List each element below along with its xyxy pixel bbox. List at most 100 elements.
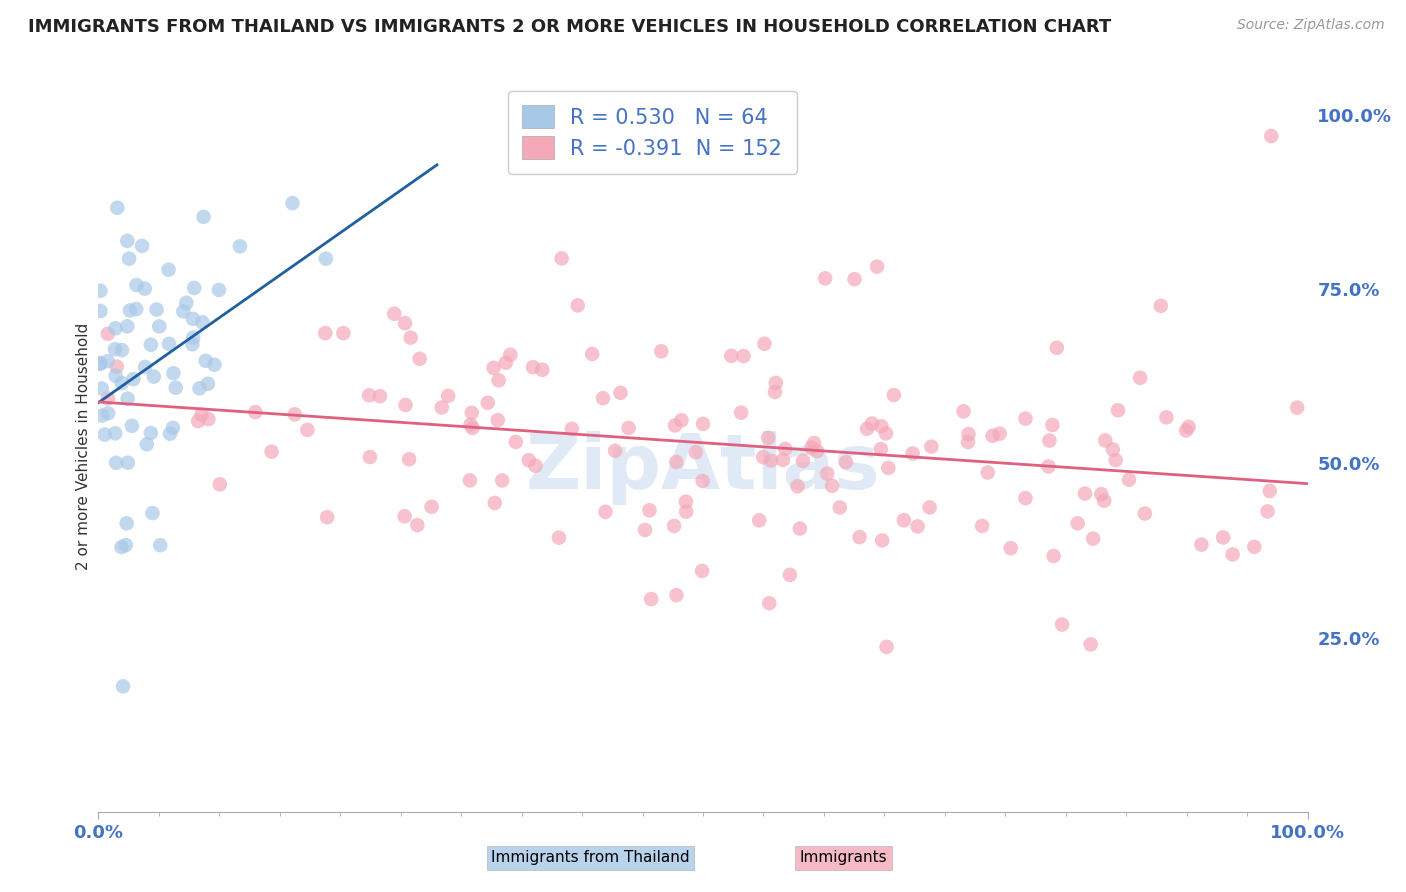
- Point: [145, 302, 167, 317]
- Point: [685, 445, 707, 459]
- Point: [91, 409, 114, 423]
- Point: [495, 356, 517, 370]
- Point: [754, 336, 776, 351]
- Point: [1189, 538, 1212, 552]
- Point: [517, 453, 540, 467]
- Point: [1094, 434, 1116, 448]
- Point: [181, 337, 204, 351]
- Point: [488, 373, 510, 387]
- Point: [505, 434, 527, 449]
- Point: [394, 509, 416, 524]
- Point: [114, 538, 136, 552]
- Point: [111, 343, 134, 358]
- Point: [1104, 453, 1126, 467]
- Point: [803, 436, 825, 450]
- Point: [437, 389, 460, 403]
- Point: [1014, 411, 1036, 425]
- Point: [1133, 507, 1156, 521]
- Point: [522, 360, 544, 375]
- Point: [104, 321, 127, 335]
- Point: [406, 518, 429, 533]
- Point: [988, 426, 1011, 441]
- Point: [957, 427, 980, 442]
- Point: [157, 262, 180, 277]
- Point: [1243, 540, 1265, 554]
- Point: [89, 356, 111, 370]
- Point: [720, 349, 742, 363]
- Point: [692, 417, 714, 431]
- Point: [1107, 403, 1129, 417]
- Point: [877, 461, 900, 475]
- Point: [139, 425, 162, 440]
- Point: [368, 389, 391, 403]
- Point: [162, 421, 184, 435]
- Point: [382, 307, 405, 321]
- Point: [260, 444, 283, 458]
- Point: [1156, 410, 1178, 425]
- Point: [1000, 541, 1022, 556]
- Point: [105, 359, 128, 374]
- Point: [148, 319, 170, 334]
- Point: [188, 381, 211, 395]
- Point: [1066, 516, 1088, 531]
- Point: [870, 533, 893, 548]
- Point: [104, 342, 127, 356]
- Point: [665, 588, 688, 602]
- Point: [105, 456, 128, 470]
- Point: [357, 388, 380, 402]
- Point: [792, 454, 814, 468]
- Point: [844, 272, 866, 286]
- Point: [139, 337, 162, 351]
- Point: [814, 271, 837, 285]
- Point: [112, 679, 135, 693]
- Text: Immigrants from Thailand: Immigrants from Thailand: [491, 850, 690, 865]
- Point: [89, 304, 111, 318]
- Point: [134, 282, 156, 296]
- Point: [981, 429, 1004, 443]
- Point: [104, 368, 127, 383]
- Point: [165, 381, 187, 395]
- Point: [640, 592, 662, 607]
- Point: [1050, 617, 1073, 632]
- Point: [650, 344, 672, 359]
- Point: [89, 284, 111, 298]
- Point: [117, 456, 139, 470]
- Point: [690, 564, 713, 578]
- Point: [162, 366, 184, 380]
- Point: [1081, 532, 1104, 546]
- Point: [121, 418, 143, 433]
- Point: [394, 398, 416, 412]
- Point: [773, 442, 796, 456]
- Point: [97, 406, 120, 420]
- Point: [675, 494, 697, 508]
- Legend: R = 0.530   N = 64, R = -0.391  N = 152: R = 0.530 N = 64, R = -0.391 N = 152: [508, 91, 797, 174]
- Point: [204, 358, 226, 372]
- Point: [125, 278, 148, 293]
- Point: [779, 567, 801, 582]
- Point: [524, 458, 547, 473]
- Point: [603, 443, 626, 458]
- Point: [609, 385, 631, 400]
- Point: [176, 295, 198, 310]
- Point: [786, 479, 808, 493]
- Point: [1040, 417, 1063, 432]
- Point: [97, 326, 120, 341]
- Point: [281, 196, 304, 211]
- Point: [110, 540, 132, 554]
- Point: [191, 315, 214, 329]
- Point: [634, 523, 657, 537]
- Point: [193, 210, 215, 224]
- Point: [866, 260, 889, 274]
- Point: [1092, 493, 1115, 508]
- Point: [157, 336, 180, 351]
- Point: [763, 384, 786, 399]
- Point: [104, 426, 127, 441]
- Point: [592, 391, 614, 405]
- Point: [821, 478, 844, 492]
- Point: [111, 376, 134, 390]
- Point: [316, 510, 339, 524]
- Point: [118, 303, 141, 318]
- Point: [665, 455, 688, 469]
- Point: [883, 388, 905, 402]
- Point: [181, 331, 204, 345]
